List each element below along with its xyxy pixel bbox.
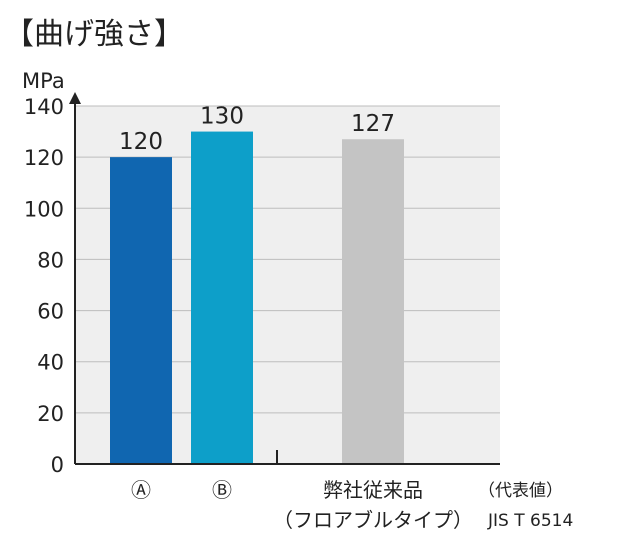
value-label: 127 — [351, 111, 395, 137]
category-label: 弊社従来品 — [323, 478, 423, 502]
note-representative-value: （代表値） — [478, 481, 563, 501]
note-standard: JIS T 6514 — [487, 511, 573, 531]
bars — [110, 131, 404, 465]
value-label: 120 — [119, 129, 163, 155]
value-label: 130 — [200, 104, 244, 130]
y-tick-label: 80 — [37, 248, 64, 272]
chart-title: 【曲げ強さ】 — [4, 17, 184, 52]
category-sublabel: （フロアブルタイプ） — [273, 508, 473, 532]
category-label: Ⓐ — [131, 478, 151, 502]
y-tick-label: 0 — [51, 453, 64, 477]
bar — [191, 131, 253, 465]
y-tick-label: 120 — [24, 146, 64, 170]
bar — [110, 157, 172, 464]
category-label: Ⓑ — [212, 478, 232, 502]
y-axis-arrow — [69, 92, 81, 104]
y-axis-unit: MPa — [22, 69, 65, 93]
y-tick-label: 20 — [37, 402, 64, 426]
y-tick-label: 40 — [37, 351, 64, 375]
value-labels: 120 130 127 — [119, 104, 395, 156]
y-tick-label: 60 — [37, 300, 64, 324]
y-tick-label: 100 — [24, 197, 64, 221]
y-axis-ticks: 0 20 40 60 80 100 120 140 — [24, 95, 64, 477]
category-labels: Ⓐ Ⓑ 弊社従来品 （フロアブルタイプ） — [131, 478, 473, 532]
y-tick-label: 140 — [24, 95, 64, 119]
bar — [342, 139, 404, 464]
